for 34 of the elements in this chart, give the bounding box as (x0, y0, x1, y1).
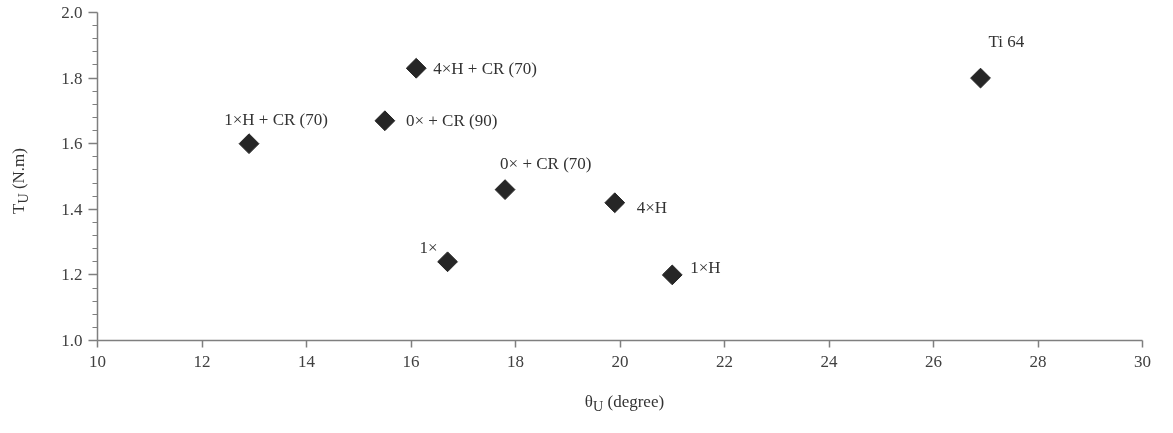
annotation: 4×H + CR (70) (433, 58, 537, 78)
point (494, 179, 516, 201)
annotation: Ti 64 (988, 31, 1025, 51)
x-axis-title: θ$_{U}$ (degree) (583, 391, 666, 417)
annotation: 0× + CR (90) (405, 111, 498, 131)
annotation: 1×H + CR (70) (224, 110, 328, 130)
x-tick-label: 16 (402, 351, 420, 371)
x-tick-label: 18 (507, 351, 524, 371)
y-tick-label: 1.4 (61, 199, 83, 219)
y-tick-label: 1.2 (61, 265, 83, 285)
x-tick-label: 20 (611, 351, 629, 371)
x-tick-label: 24 (820, 351, 838, 371)
point (238, 133, 260, 155)
x-tick-label: 26 (925, 351, 942, 371)
x-tick-label: 10 (89, 351, 106, 371)
annotation: 0× + CR (70) (500, 154, 592, 174)
x-tick-label: 12 (193, 351, 211, 371)
x-tick-label: 28 (1029, 351, 1047, 371)
annotation: 1×H (690, 258, 721, 278)
point (405, 57, 427, 79)
point (437, 251, 458, 273)
point (970, 67, 991, 89)
x-tick-label: 22 (716, 351, 733, 371)
x-tick-label: 14 (298, 351, 316, 371)
annotation: 1× (419, 238, 438, 258)
y-tick-label: 1.8 (61, 68, 83, 88)
point (374, 110, 396, 132)
y-tick-label: 2.0 (61, 3, 83, 22)
y-tick-label: 1.6 (61, 134, 83, 154)
y-tick-label: 1.0 (61, 331, 83, 350)
x-tick-label: 30 (1134, 351, 1151, 371)
point (604, 192, 626, 214)
annotation: 4×H (636, 198, 668, 218)
point (661, 264, 683, 286)
